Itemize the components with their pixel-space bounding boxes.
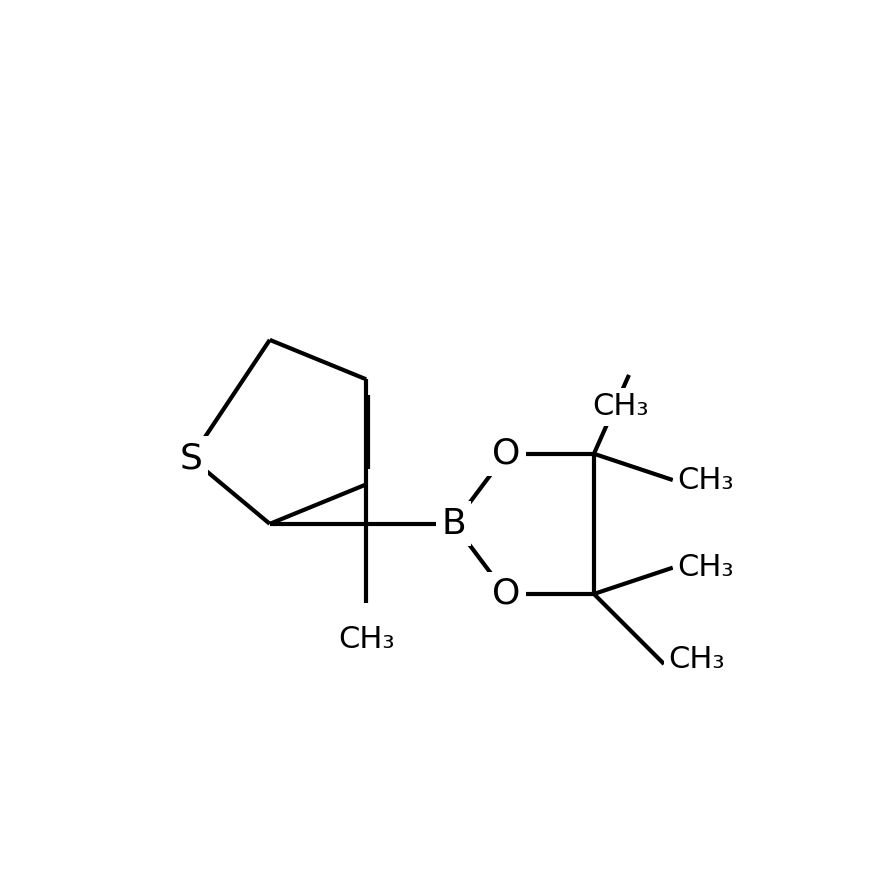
Text: O: O bbox=[492, 437, 521, 471]
Text: CH₃: CH₃ bbox=[592, 392, 649, 422]
Text: CH₃: CH₃ bbox=[338, 625, 394, 653]
Text: O: O bbox=[492, 577, 521, 611]
Text: B: B bbox=[441, 506, 466, 541]
Text: CH₃: CH₃ bbox=[677, 554, 733, 582]
Text: S: S bbox=[180, 441, 202, 475]
Text: CH₃: CH₃ bbox=[668, 645, 725, 674]
Text: CH₃: CH₃ bbox=[677, 465, 733, 495]
